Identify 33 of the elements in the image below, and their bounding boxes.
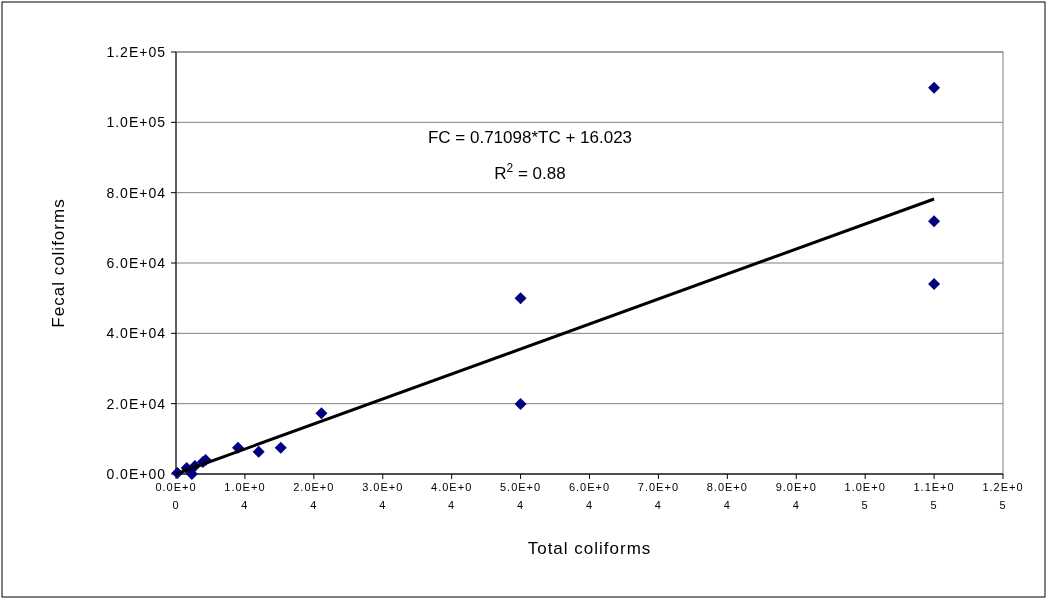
point [315,407,328,420]
y-tick-label: 2.0E+04 [106,395,166,412]
x-tick-label: 4.0E+04 [431,481,473,511]
y-tick-label: 1.2E+05 [106,43,166,60]
y-tick-label: 0.0E+00 [106,465,166,482]
x-axis-title: Total coliforms [527,539,652,558]
x-tick-label: 0.0E+00 [155,481,197,511]
x-tick-label: 8.0E+04 [706,481,748,511]
point [252,445,265,458]
point [185,468,198,480]
y-axis-title: Fecal coliforms [49,198,68,328]
x-tick-label: 1.2E+05 [982,481,1024,511]
point [928,278,941,291]
x-tick-label: 3.0E+04 [362,481,404,511]
point [274,441,287,454]
y-tick-label: 8.0E+04 [106,184,166,201]
x-tick-label: 2.0E+04 [293,481,335,511]
x-tick-label: 7.0E+04 [637,481,679,511]
y-tick-label: 4.0E+04 [106,325,166,342]
point [514,398,527,411]
point [928,215,941,228]
x-tick-label: 1.0E+04 [224,481,266,511]
y-tick-label: 6.0E+04 [106,254,166,271]
x-tick-label: 1.1E+05 [913,481,955,511]
x-tick-label: 1.0E+05 [844,481,886,511]
x-tick-label: 9.0E+04 [775,481,817,511]
x-tick-label: 6.0E+04 [568,481,611,511]
x-tick-label: 5.0E+04 [500,481,542,511]
point [928,81,941,94]
point [514,292,527,305]
annotation: FC = 0.71098*TC + 16.023 [427,128,633,147]
y-tick-label: 1.0E+05 [106,114,166,131]
annotation: R$^{2}$ = 0.88 [494,161,566,183]
